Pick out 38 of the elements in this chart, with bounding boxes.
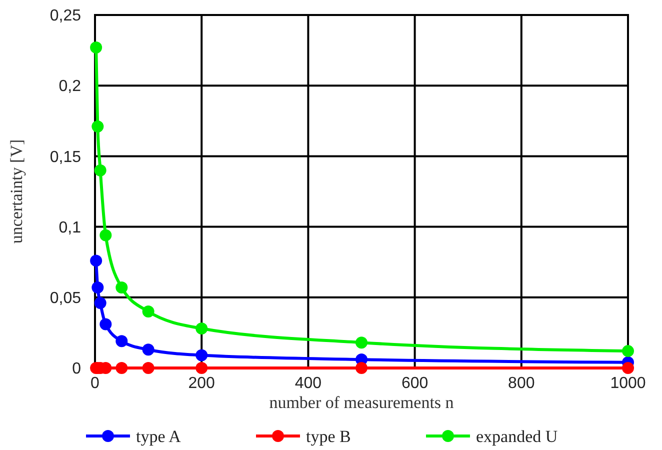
- x-tick-label: 600: [401, 375, 428, 392]
- point: [90, 254, 102, 267]
- point: [622, 362, 634, 374]
- point: [116, 282, 128, 294]
- y-tick-label: 0,05: [50, 290, 82, 307]
- y-tick-label: 0,25: [50, 8, 82, 25]
- point: [90, 41, 102, 54]
- x-tick-label: 800: [508, 375, 535, 392]
- legend-label: expanded U: [476, 426, 558, 446]
- point: [142, 362, 154, 374]
- point: [196, 362, 208, 374]
- point: [116, 362, 128, 374]
- y-axis-title: uncertainty [V]: [7, 139, 26, 244]
- point: [100, 229, 112, 242]
- point: [116, 335, 128, 348]
- point: [356, 362, 368, 374]
- point: [142, 344, 154, 356]
- point: [92, 120, 104, 133]
- x-tick-label: 400: [294, 375, 322, 392]
- legend-label: type A: [136, 426, 182, 446]
- point: [94, 164, 106, 176]
- point: [94, 297, 106, 310]
- y-tick-label: 0,1: [58, 219, 82, 236]
- point: [356, 336, 368, 349]
- x-tick-label: 200: [188, 375, 216, 392]
- point: [196, 349, 208, 362]
- y-tick-label: 0,2: [58, 78, 82, 96]
- point: [92, 282, 104, 294]
- x-axis-title: number of measurements n: [269, 393, 454, 412]
- point: [196, 322, 208, 334]
- point: [142, 306, 154, 318]
- point: [622, 345, 634, 358]
- legend-label: type B: [306, 426, 351, 446]
- y-tick-label: 0: [72, 360, 82, 378]
- x-tick-label: 1000: [610, 375, 646, 392]
- x-tick-label: 0: [90, 375, 100, 392]
- point: [100, 318, 112, 330]
- y-tick-label: 0,15: [50, 148, 82, 166]
